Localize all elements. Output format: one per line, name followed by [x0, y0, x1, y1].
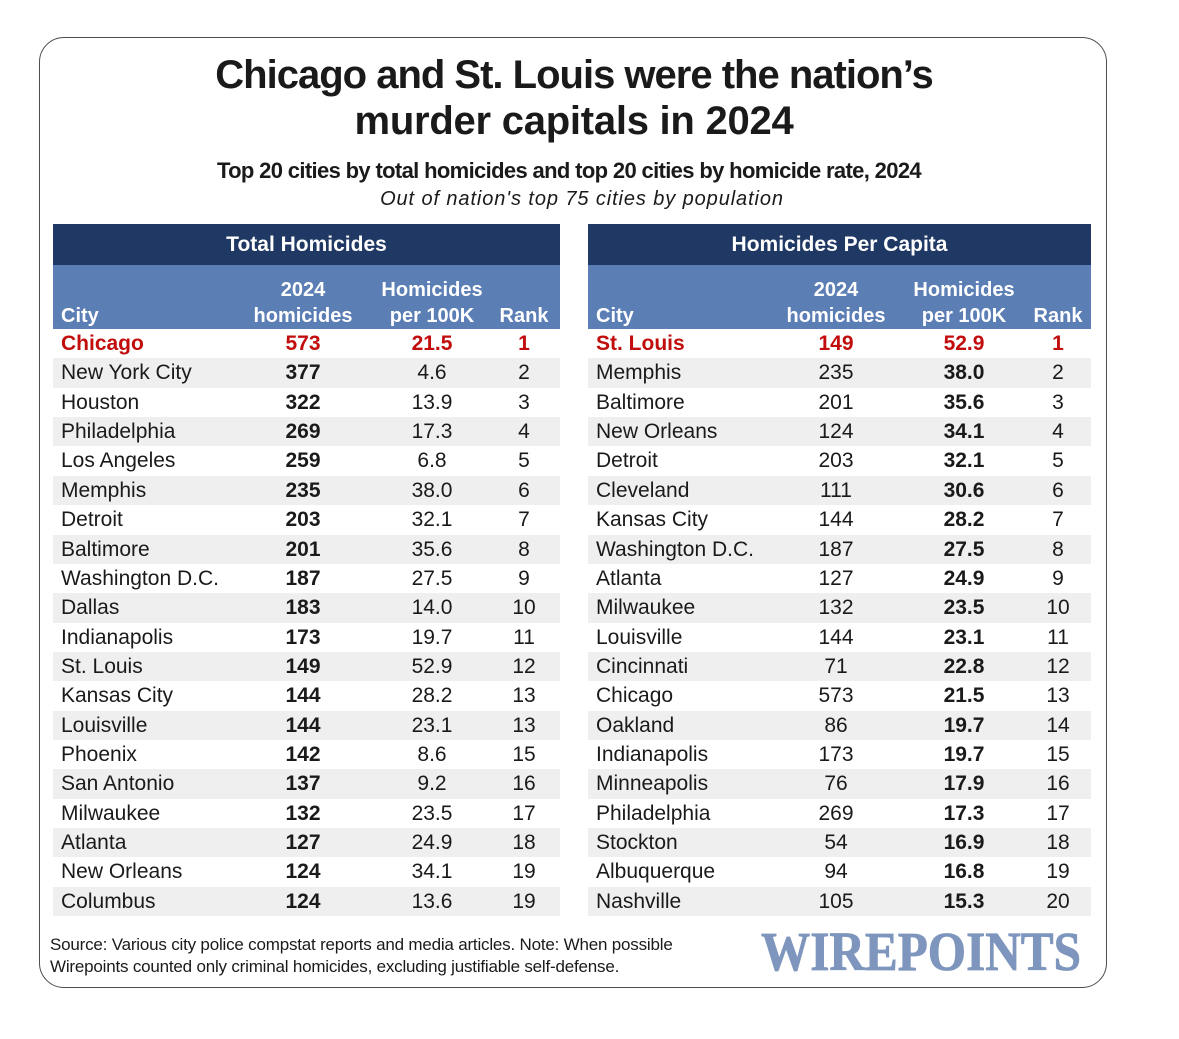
- svg-text:WIREPOINTS: WIREPOINTS: [761, 933, 1081, 979]
